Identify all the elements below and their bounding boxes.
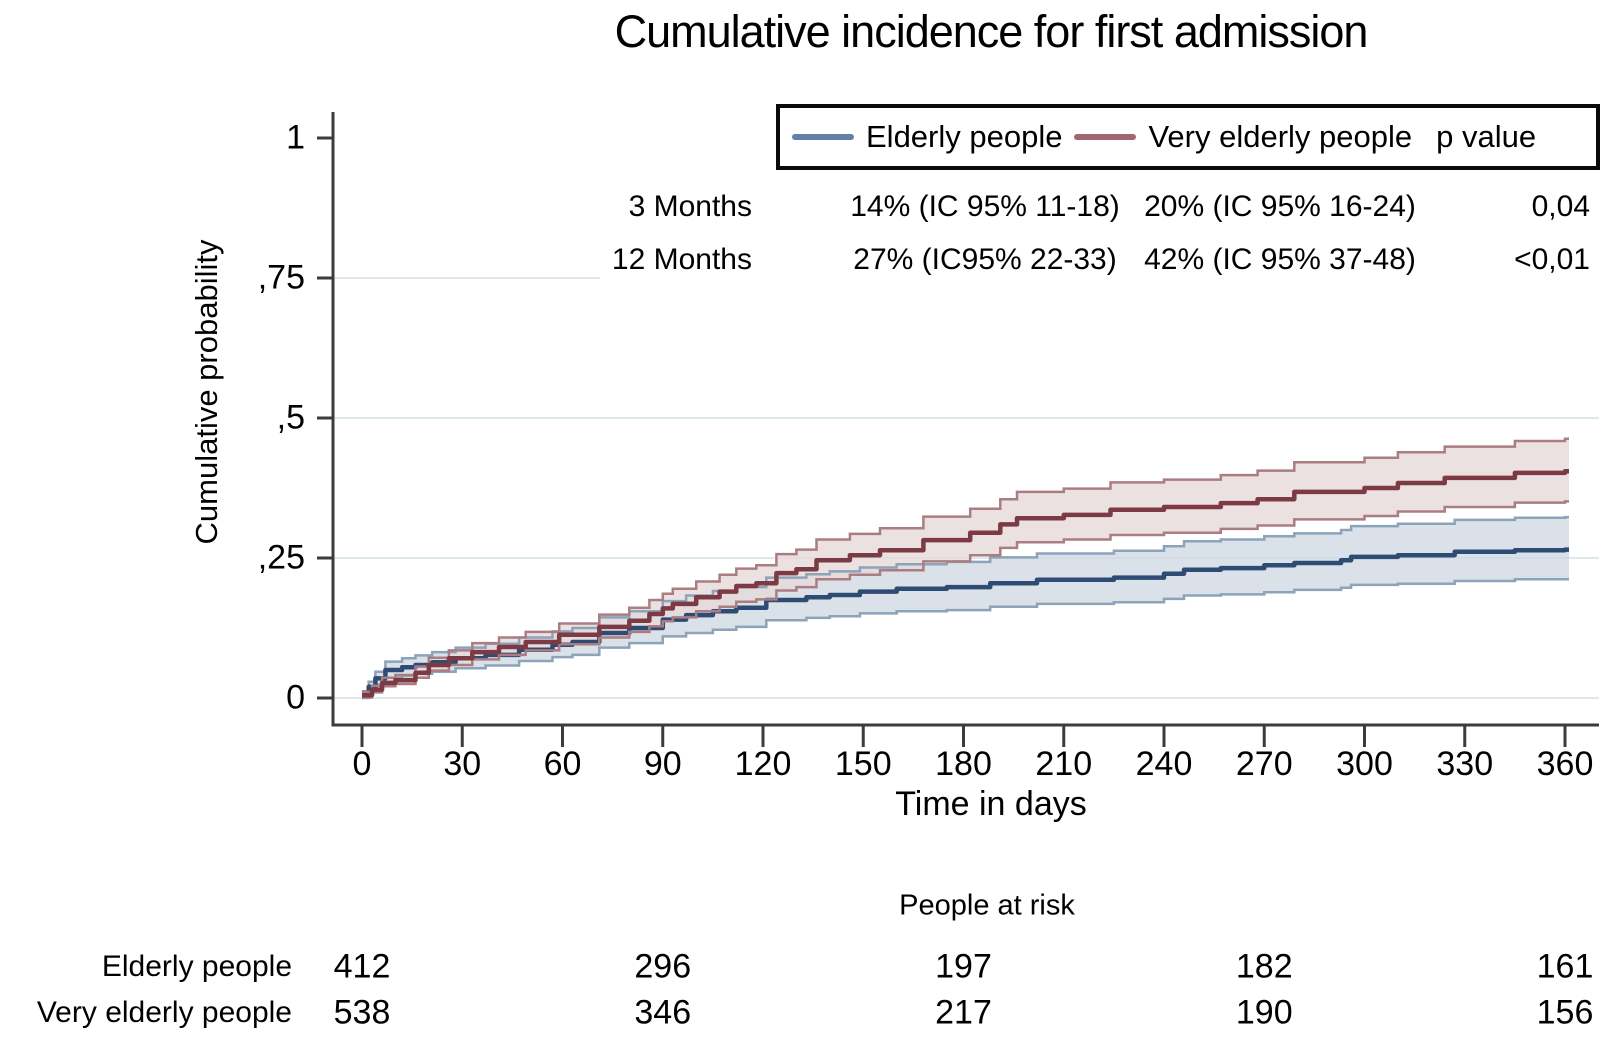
x-tick-label: 0 [352,745,372,783]
x-tick-label: 150 [834,745,892,783]
risk-count: 412 [333,947,391,986]
x-tick-label: 30 [443,745,482,783]
x-tick-label: 270 [1235,745,1293,783]
ci-upper-elderly-people [362,515,1569,693]
x-tick-label: 210 [1035,745,1093,783]
risk-count: 538 [333,993,391,1032]
x-tick-label: 120 [734,745,792,783]
y-tick-label: 1 [286,118,305,157]
ci-band-very-elderly-people [362,438,1569,698]
stats-very-elderly-12m: 42% (IC 95% 37-48) [1144,243,1416,276]
y-tick-label: ,25 [257,538,305,577]
legend-label-very-elderly: Very elderly people [1148,119,1413,154]
risk-count: 161 [1536,947,1594,986]
legend-p-value-header: p value [1436,119,1537,154]
x-tick-label: 300 [1336,745,1393,783]
stats-pvalue-3m: 0,04 [1531,190,1590,223]
ci-upper-very-elderly-people [362,437,1569,694]
ci-band-elderly-people [362,517,1569,698]
curve-elderly-people [362,547,1569,698]
risk-table-title: People at risk [899,889,1075,922]
risk-count: 346 [634,993,692,1032]
legend-box: Elderly people Very elderly people p val… [776,104,1600,170]
stats-period-3m: 3 Months [628,190,752,223]
risk-count: 296 [634,947,692,986]
risk-row-label-very-elderly: Very elderly people [36,996,292,1029]
stats-very-elderly-3m: 20% (IC 95% 16-24) [1144,190,1416,223]
risk-count: 156 [1536,993,1594,1032]
risk-row-label-elderly: Elderly people [101,950,292,983]
x-axis-title: Time in days [895,785,1087,823]
stats-elderly-3m: 14% (IC 95% 11-18) [850,190,1120,223]
risk-count: 217 [935,993,992,1032]
risk-count: 182 [1235,947,1293,986]
risk-count: 190 [1235,993,1293,1032]
very-elderly-line-swatch-icon [1074,134,1137,140]
y-tick-label: ,75 [257,258,305,297]
stats-elderly-12m: 27% (IC95% 22-33) [853,243,1117,276]
x-tick-label: 60 [543,745,582,783]
elderly-line-swatch-icon [792,134,854,140]
curve-very-elderly-people [362,468,1569,698]
x-tick-label: 330 [1436,745,1494,783]
y-tick-label: ,5 [276,398,305,437]
x-tick-label: 180 [935,745,992,783]
y-tick-label: 0 [286,678,305,717]
x-tick-label: 360 [1536,745,1594,783]
y-axis-title: Cumulative probability [189,239,224,545]
risk-count: 197 [935,947,992,986]
stats-pvalue-12m: <0,01 [1514,243,1590,276]
legend-label-elderly: Elderly people [866,119,1063,154]
chart-title: Cumulative incidence for first admission [614,6,1369,57]
stats-period-12m: 12 Months [611,243,752,276]
ci-lower-very-elderly-people [362,500,1569,699]
x-tick-label: 240 [1135,745,1193,783]
x-tick-label: 90 [643,745,682,783]
